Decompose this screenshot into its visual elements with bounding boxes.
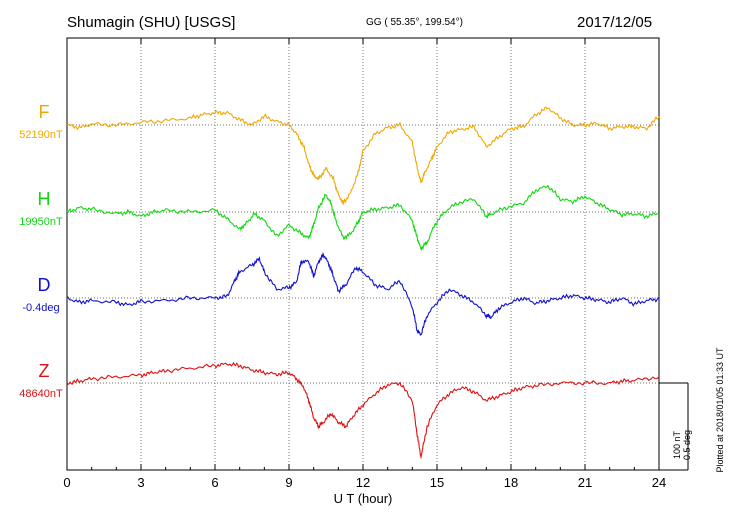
plotted-timestamp: Plotted at 2018/01/05 01:33 UT (715, 347, 725, 473)
x-tick-label: 6 (211, 475, 218, 490)
series-line-z (66, 361, 660, 460)
x-tick-label: 12 (356, 475, 370, 490)
legend-name-h: H (38, 189, 51, 209)
x-axis-ticks: 0 3 6 9 12 15 18 21 24 (63, 38, 666, 490)
x-tick-label: 18 (504, 475, 518, 490)
channel-labels: F 52190nT H 19950nT D -0.4deg Z 48640nT (19, 102, 63, 400)
series-group (66, 106, 660, 460)
scale-bar: 100 nT 0.5 deg (659, 382, 692, 471)
plot-grid (67, 38, 659, 470)
baseline-value-z: 48640nT (19, 388, 63, 400)
scale-deg-label: 0.5 deg (682, 430, 692, 460)
x-tick-label: 21 (578, 475, 592, 490)
x-tick-label: 15 (430, 475, 444, 490)
x-tick-label: 9 (285, 475, 292, 490)
baseline-value-h: 19950nT (19, 216, 63, 228)
series-line-d (66, 251, 660, 336)
station-coords: GG ( 55.35°, 199.54°) (366, 17, 463, 28)
chart-date: 2017/12/05 (577, 14, 652, 31)
x-tick-label: 3 (137, 475, 144, 490)
x-axis-label: U T (hour) (334, 491, 393, 506)
station-title: Shumagin (SHU) [USGS] (67, 14, 235, 31)
x-tick-label: 24 (652, 475, 666, 490)
x-tick-label: 0 (63, 475, 70, 490)
legend-name-z: Z (39, 361, 50, 381)
baseline-value-f: 52190nT (19, 129, 63, 141)
series-line-f (66, 106, 660, 206)
scale-nt-label: 100 nT (672, 430, 682, 459)
series-line-h (66, 184, 660, 251)
legend-name-d: D (38, 275, 51, 295)
legend-name-f: F (39, 102, 50, 122)
baseline-value-d: -0.4deg (22, 302, 59, 314)
